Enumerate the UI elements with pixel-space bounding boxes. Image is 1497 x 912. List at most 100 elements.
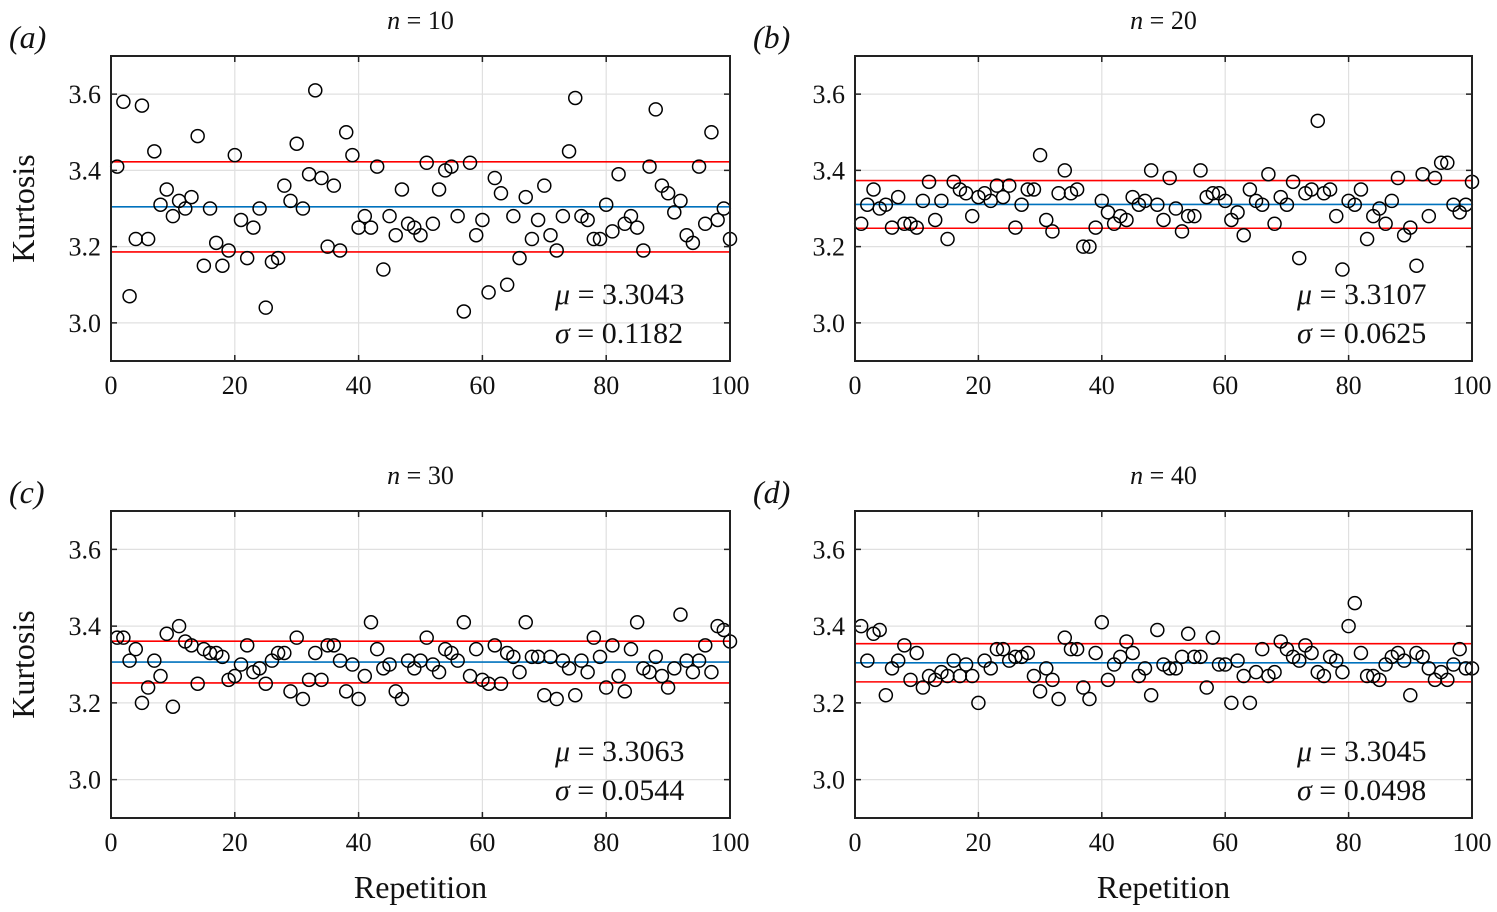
data-point [940, 231, 955, 247]
data-point [314, 170, 329, 186]
data-point [512, 250, 527, 266]
mean-annotation: μ = 3.3043 [554, 278, 684, 311]
data-point [332, 653, 348, 668]
sigma-symbol: σ [555, 774, 571, 807]
data-point [314, 672, 329, 688]
data-point [140, 231, 156, 247]
data-point [611, 668, 626, 684]
x-axis-label: Repetition [354, 869, 487, 905]
data-point [388, 227, 403, 243]
data-point [592, 231, 608, 247]
data-point [1143, 687, 1159, 703]
data-point [1217, 193, 1233, 209]
data-point [431, 664, 447, 680]
data-point [878, 687, 894, 703]
panel-label: (b) [753, 19, 790, 55]
mean-annotation: μ = 3.3107 [1296, 278, 1426, 311]
data-point [878, 197, 894, 212]
title-variable: n [1130, 461, 1143, 490]
data-point [1353, 645, 1369, 661]
data-point [1384, 193, 1400, 209]
data-point [611, 166, 626, 182]
axes-box [854, 55, 1473, 362]
data-point [493, 676, 509, 691]
data-point [1415, 166, 1430, 182]
data-point [419, 155, 434, 170]
sigma-value: = 0.0625 [1312, 317, 1426, 350]
x-tick-label: 60 [1212, 828, 1238, 857]
panel-label: (c) [9, 474, 45, 510]
data-point [1150, 197, 1165, 212]
data-point [184, 189, 199, 205]
data-point [1322, 182, 1338, 197]
data-point [1396, 653, 1412, 668]
x-tick-label: 20 [222, 371, 248, 400]
data-point [1193, 163, 1208, 178]
data-point [159, 626, 174, 642]
data-point [326, 178, 342, 193]
x-tick-label: 100 [711, 828, 750, 857]
data-point [128, 231, 144, 247]
data-point [580, 212, 595, 228]
data-point [1119, 634, 1134, 649]
data-point [897, 638, 912, 653]
data-point [909, 220, 924, 235]
data-point [1415, 649, 1430, 665]
data-point [1254, 197, 1270, 212]
y-tick-label: 3.2 [69, 689, 102, 718]
data-point [915, 193, 931, 209]
data-point [623, 208, 639, 224]
data-point [1440, 672, 1455, 688]
data-point [1020, 645, 1036, 661]
data-point [295, 201, 311, 216]
data-point [1026, 182, 1042, 197]
data-point [1076, 239, 1091, 254]
data-point [1125, 645, 1140, 661]
axes-box [110, 510, 731, 819]
data-point [239, 638, 255, 653]
data-point [1020, 182, 1036, 197]
sigma-symbol: σ [1297, 774, 1313, 807]
data-point [964, 668, 980, 684]
data-point [1335, 664, 1350, 680]
data-point [860, 653, 875, 668]
data-point [623, 641, 639, 657]
axes-box [110, 55, 731, 362]
data-point [890, 653, 906, 668]
y-axis-label: Kurtosis [5, 610, 41, 718]
data-point [394, 182, 410, 197]
data-point [1267, 664, 1282, 680]
data-point [289, 136, 304, 151]
data-point [233, 212, 249, 228]
data-point [1063, 641, 1079, 657]
panel-label: (a) [9, 19, 46, 55]
data-point [301, 166, 317, 182]
y-tick-label: 3.0 [813, 309, 846, 338]
data-point [233, 657, 249, 672]
sigma-value: = 0.1182 [570, 317, 683, 350]
mu-value: = 3.3107 [1312, 278, 1426, 311]
data-point [246, 220, 261, 235]
data-point [308, 645, 323, 661]
data-point [252, 201, 267, 216]
data-point [1211, 657, 1227, 672]
data-point [1353, 182, 1369, 197]
data-point [667, 661, 682, 676]
data-point [1039, 661, 1054, 676]
panel-a: 0 20 40 60 80 100 3.0 3.2 3.4 3.6 n = 10 (a) μ = 3.3… [5, 6, 750, 400]
data-point [1168, 661, 1184, 676]
data-point [1193, 649, 1208, 665]
data-point [394, 691, 410, 707]
data-point [1372, 672, 1387, 688]
data-point [1279, 197, 1295, 212]
sigma-annotation: σ = 0.0498 [1297, 774, 1426, 807]
data-point [958, 657, 974, 672]
data-point [1180, 626, 1196, 642]
data-point [122, 288, 137, 304]
data-point [1205, 186, 1221, 201]
x-tick-label: 0 [105, 828, 118, 857]
y-tick-label: 3.6 [813, 80, 846, 109]
mu-symbol: μ [1296, 735, 1312, 768]
data-point [357, 668, 373, 684]
title-variable: n [387, 461, 400, 490]
